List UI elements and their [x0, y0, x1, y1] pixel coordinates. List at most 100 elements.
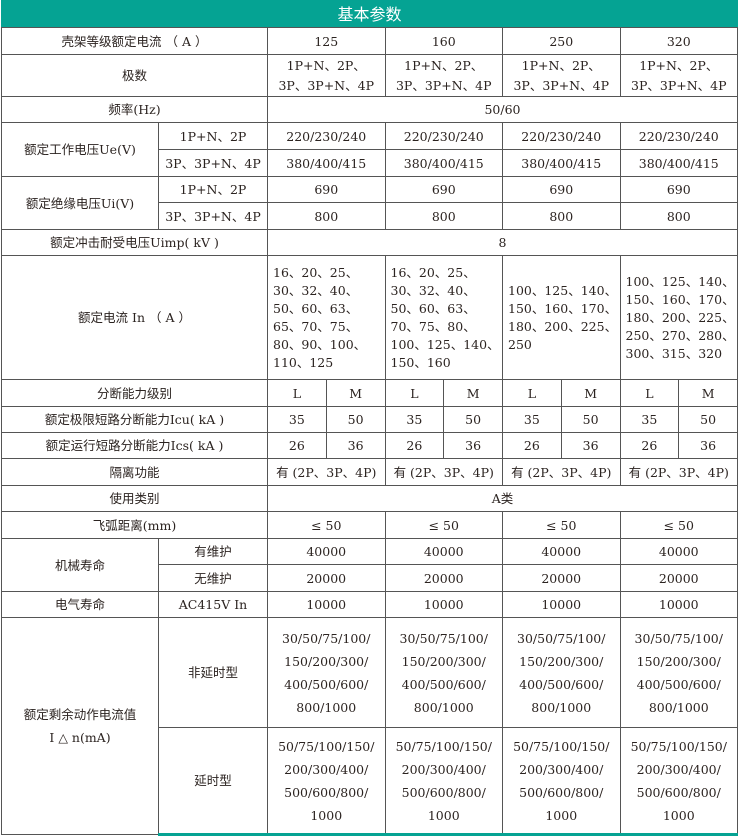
icu-value: 50	[678, 406, 738, 433]
isolation-value: 有 (2P、3P、4P)	[502, 458, 621, 486]
ue-value: 380/400/415	[619, 149, 738, 177]
category-label: 使用类别	[1, 485, 268, 512]
mech-value: 20000	[267, 564, 386, 592]
ics-value: 36	[678, 432, 738, 459]
freq-label: 频率(Hz)	[1, 96, 268, 123]
poles-value: 1P+N、2P、 3P、3P+N、4P	[267, 54, 386, 97]
mech-value: 20000	[384, 564, 503, 592]
frame-value: 250	[502, 27, 621, 55]
ics-value: 26	[384, 432, 445, 459]
breaking-label: 分断能力级别	[1, 379, 268, 407]
poles-value: 1P+N、2P、 3P、3P+N、4P	[619, 54, 738, 97]
mech-value: 40000	[267, 538, 386, 565]
poles-value: 1P+N、2P、 3P、3P+N、4P	[502, 54, 621, 97]
elec-label: 电气寿命	[1, 591, 159, 618]
icu-value: 35	[267, 406, 327, 433]
in-values: 16、20、25、 30、32、40、 50、60、63、 65、70、75、 …	[267, 255, 386, 380]
poles-line: 1P+N、2P、	[521, 57, 601, 73]
ics-value: 26	[619, 432, 680, 459]
in-values: 100、125、140、 150、160、170、 180、200、225、 2…	[502, 255, 621, 380]
residual-value: 30/50/75/100/ 150/200/300/ 400/500/600/ …	[502, 617, 621, 728]
frame-value: 160	[384, 27, 503, 55]
mech-label: 机械寿命	[1, 538, 159, 592]
level-m: M	[560, 379, 621, 407]
isolation-label: 隔离功能	[1, 458, 268, 486]
ue-value: 220/230/240	[619, 122, 738, 150]
mech-value: 40000	[384, 538, 503, 565]
elec-sub: AC415V In	[158, 591, 268, 618]
ui-value: 800	[384, 202, 503, 230]
ue-label: 额定工作电压Ue(V)	[1, 122, 159, 177]
icu-value: 50	[325, 406, 386, 433]
ics-label: 额定运行短路分断能力Ics( kA )	[1, 432, 268, 459]
icu-label: 额定极限短路分断能力Icu( kA )	[1, 406, 268, 433]
residual-value: 50/75/100/150/ 200/300/400/ 500/600/800/…	[502, 727, 621, 836]
elec-value: 10000	[502, 591, 621, 618]
freq-value: 50/60	[266, 96, 738, 123]
ui-value: 690	[384, 176, 503, 203]
ue-value: 380/400/415	[267, 149, 386, 177]
residual-value: 50/75/100/150/ 200/300/400/ 500/600/800/…	[384, 727, 503, 836]
ui-label: 额定绝缘电压Ui(V)	[1, 176, 159, 230]
arc-value: ≤ 50	[384, 511, 503, 539]
level-l: L	[267, 379, 327, 407]
ui-value: 800	[619, 202, 738, 230]
icu-value: 50	[443, 406, 503, 433]
in-values: 100、125、140、 150、160、170、 180、200、225、 2…	[619, 255, 738, 380]
poles-line: 1P+N、2P、	[404, 57, 484, 73]
residual-value: 30/50/75/100/ 150/200/300/ 400/500/600/ …	[384, 617, 503, 728]
level-m: M	[678, 379, 738, 407]
elec-value: 10000	[384, 591, 503, 618]
residual-value: 50/75/100/150/ 200/300/400/ 500/600/800/…	[619, 727, 738, 836]
icu-value: 35	[502, 406, 562, 433]
arc-value: ≤ 50	[619, 511, 738, 539]
residual-label-unit: I △ n(mA)	[49, 730, 111, 745]
ics-value: 36	[443, 432, 503, 459]
icu-value: 35	[384, 406, 445, 433]
elec-value: 10000	[267, 591, 386, 618]
ue-value: 220/230/240	[267, 122, 386, 150]
in-values: 16、20、25、 30、32、40、 50、60、63、 70、75、80、 …	[384, 255, 503, 380]
ui-sub: 3P、3P+N、4P	[158, 202, 268, 230]
ue-value: 220/230/240	[502, 122, 621, 150]
ui-value: 800	[502, 202, 621, 230]
poles-line: 3P、3P+N、4P	[513, 77, 609, 93]
mech-value: 40000	[502, 538, 621, 565]
ui-value: 690	[267, 176, 386, 203]
poles-line: 3P、3P+N、4P	[631, 77, 727, 93]
icu-value: 50	[560, 406, 621, 433]
level-m: M	[443, 379, 503, 407]
poles-value: 1P+N、2P、 3P、3P+N、4P	[384, 54, 503, 97]
mech-sub: 无维护	[158, 564, 268, 592]
in-label: 额定电流 In （ A ）	[1, 255, 268, 380]
ue-sub: 3P、3P+N、4P	[158, 149, 268, 177]
poles-line: 3P、3P+N、4P	[278, 77, 374, 93]
ui-value: 800	[267, 202, 386, 230]
ics-value: 26	[267, 432, 327, 459]
arc-value: ≤ 50	[267, 511, 386, 539]
ue-sub: 1P+N、2P	[158, 122, 268, 150]
isolation-value: 有 (2P、3P、4P)	[267, 458, 386, 486]
ue-value: 380/400/415	[502, 149, 621, 177]
uimp-value: 8	[266, 229, 738, 256]
ui-value: 690	[502, 176, 621, 203]
ui-sub: 1P+N、2P	[158, 176, 268, 203]
poles-line: 3P、3P+N、4P	[395, 77, 492, 93]
category-value: A类	[266, 485, 738, 512]
ue-value: 220/230/240	[384, 122, 503, 150]
poles-line: 1P+N、2P、	[286, 57, 366, 73]
frame-value: 125	[267, 27, 386, 55]
ics-value: 36	[560, 432, 621, 459]
mech-value: 40000	[619, 538, 738, 565]
arc-value: ≤ 50	[502, 511, 621, 539]
uimp-label: 额定冲击耐受电压Uimp( kV )	[1, 229, 268, 256]
frame-label: 壳架等级额定电流 （ A ）	[1, 27, 268, 55]
elec-value: 10000	[619, 591, 738, 618]
ics-value: 26	[502, 432, 562, 459]
residual-value: 30/50/75/100/ 150/200/300/ 400/500/600/ …	[267, 617, 386, 728]
level-l: L	[384, 379, 445, 407]
arc-label: 飞弧距离(mm)	[1, 511, 268, 539]
poles-line: 1P+N、2P、	[639, 57, 719, 73]
icu-value: 35	[619, 406, 680, 433]
